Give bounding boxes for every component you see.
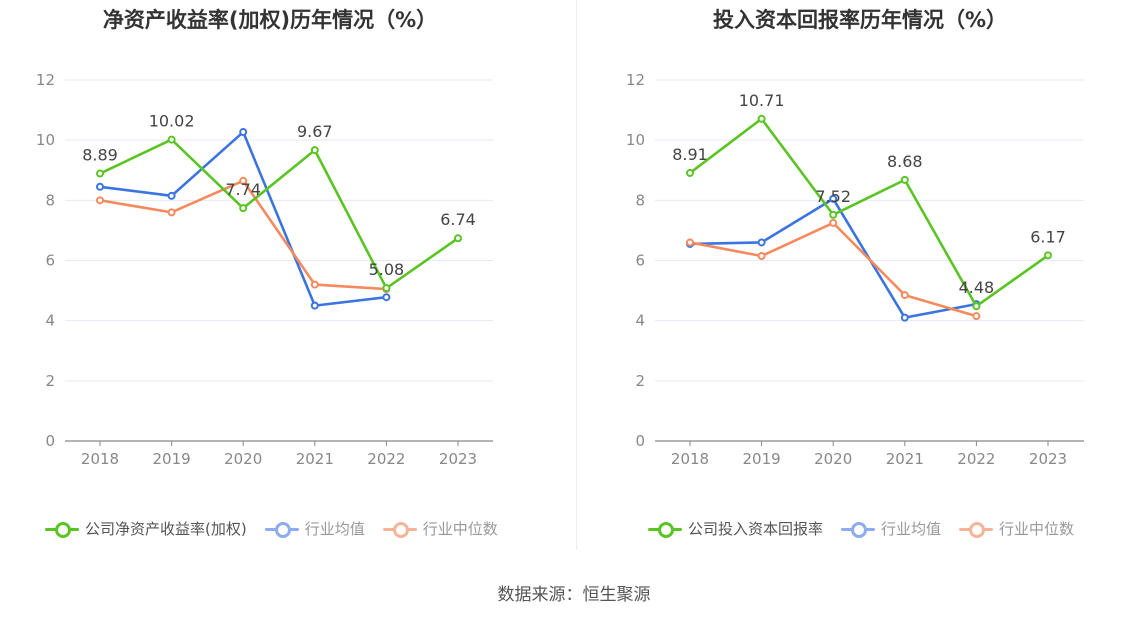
- legend-marker-icon: [264, 519, 299, 539]
- legend-item-industry-avg[interactable]: 行业均值: [841, 518, 941, 539]
- x-tick-label: 2018: [81, 450, 119, 468]
- y-tick-label: 0: [45, 432, 55, 450]
- legend-item-company-roic[interactable]: 公司投入资本回报率: [648, 518, 823, 539]
- chart-divider: [576, 0, 577, 550]
- data-label: 7.74: [225, 180, 261, 199]
- legend-label: 公司净资产收益率(加权): [85, 520, 247, 538]
- data-point-industry-median: [96, 196, 104, 205]
- x-tick-label: 2018: [671, 450, 709, 468]
- data-point-company: [239, 204, 248, 213]
- data-point-company: [686, 168, 694, 177]
- data-label: 10.71: [739, 91, 785, 110]
- y-tick-label: 6: [45, 252, 55, 270]
- x-tick-label: 2020: [814, 450, 852, 468]
- y-tick-label: 10: [626, 131, 645, 149]
- legend-marker-icon: [959, 519, 994, 539]
- y-tick-label: 12: [36, 71, 55, 89]
- y-tick-label: 4: [635, 312, 645, 330]
- x-tick-label: 2020: [224, 450, 262, 468]
- data-label: 6.17: [1030, 227, 1066, 246]
- legend-item-industry-median[interactable]: 行业中位数: [959, 518, 1074, 539]
- data-source-note: 数据来源：恒生聚源: [497, 585, 651, 605]
- data-point-industry-avg: [829, 194, 838, 203]
- y-tick-label: 8: [635, 191, 645, 209]
- data-point-industry-avg: [900, 313, 909, 322]
- data-point-company: [382, 284, 391, 293]
- roic-line-chart: 0 2 4 6 8 10 12 2018 2019 2020 2021 2022 2023 8.91 10.…: [626, 71, 1084, 468]
- data-point-industry-avg: [96, 182, 104, 191]
- legend-roe: 公司净资产收益率(加权) 行业均值 行业中位数: [45, 518, 498, 539]
- data-point-industry-median: [972, 312, 981, 321]
- x-tick-label: 2023: [439, 450, 477, 468]
- data-point-industry-avg: [167, 191, 176, 200]
- data-point-company: [1044, 251, 1052, 260]
- legend-roic: 公司投入资本回报率 行业均值 行业中位数: [648, 518, 1074, 539]
- chart-title-roe: 净资产收益率(加权)历年情况（%）: [102, 8, 438, 32]
- x-tick-label: 2019: [153, 450, 191, 468]
- series-line-company: [689, 117, 1049, 308]
- data-point-company: [757, 114, 766, 123]
- data-point-industry-median: [757, 251, 766, 260]
- y-tick-label: 12: [626, 71, 645, 89]
- data-point-industry-median: [310, 280, 319, 289]
- y-tick-label: 8: [45, 191, 55, 209]
- legend-marker-icon: [45, 519, 79, 539]
- y-tick-label: 2: [635, 372, 645, 390]
- data-label: 7.52: [815, 187, 851, 206]
- legend-marker-icon: [382, 519, 417, 539]
- legend-label: 行业中位数: [999, 520, 1075, 538]
- data-point-industry-median: [900, 291, 909, 300]
- x-tick-label: 2021: [886, 450, 924, 468]
- x-tick-label: 2022: [957, 450, 995, 468]
- data-label: 4.48: [959, 278, 995, 297]
- data-point-industry-median: [829, 218, 838, 227]
- data-point-company: [96, 169, 104, 178]
- data-point-industry-median: [167, 208, 176, 217]
- legend-marker-icon: [648, 519, 682, 539]
- data-point-company: [972, 302, 981, 311]
- data-point-industry-median: [239, 176, 248, 185]
- data-label: 8.89: [82, 146, 118, 165]
- data-point-company: [900, 175, 909, 184]
- y-tick-label: 4: [45, 312, 55, 330]
- x-tick-label: 2022: [367, 450, 405, 468]
- y-tick-label: 2: [45, 372, 55, 390]
- legend-label: 行业中位数: [422, 520, 498, 538]
- data-label: 10.02: [149, 112, 195, 131]
- chart-title-roic: 投入资本回报率历年情况（%）: [712, 8, 1008, 32]
- data-label: 6.74: [440, 210, 476, 229]
- roe-line-chart: 0 2 4 6 8 10 12 2018 2019 2020 2021 2022 2023 8.89 10.…: [36, 71, 493, 468]
- y-tick-label: 0: [635, 432, 645, 450]
- data-point-industry-avg: [310, 301, 319, 310]
- y-tick-label: 6: [635, 252, 645, 270]
- data-point-company: [310, 146, 319, 155]
- data-label: 9.67: [297, 122, 333, 141]
- data-point-industry-median: [686, 238, 694, 247]
- data-label: 8.91: [672, 145, 708, 164]
- data-point-industry-avg: [757, 238, 766, 247]
- data-point-company: [454, 234, 462, 243]
- data-point-company: [167, 135, 176, 144]
- legend-label: 行业均值: [304, 520, 365, 538]
- data-point-industry-avg: [239, 128, 248, 137]
- legend-marker-icon: [841, 519, 876, 539]
- data-point-industry-avg: [382, 293, 391, 302]
- x-tick-label: 2021: [296, 450, 334, 468]
- data-label: 8.68: [887, 152, 923, 171]
- legend-item-company-roe[interactable]: 公司净资产收益率(加权): [45, 518, 247, 539]
- legend-item-industry-median[interactable]: 行业中位数: [382, 518, 498, 539]
- legend-item-industry-avg[interactable]: 行业均值: [264, 518, 365, 539]
- data-label: 5.08: [369, 260, 405, 279]
- data-point-company: [829, 210, 838, 219]
- series-line-industry-median: [689, 221, 977, 318]
- legend-label: 行业均值: [881, 520, 942, 538]
- x-tick-label: 2023: [1029, 450, 1067, 468]
- legend-label: 公司投入资本回报率: [688, 520, 824, 538]
- y-tick-label: 10: [36, 131, 55, 149]
- x-tick-label: 2019: [743, 450, 781, 468]
- series-line-company: [99, 138, 459, 290]
